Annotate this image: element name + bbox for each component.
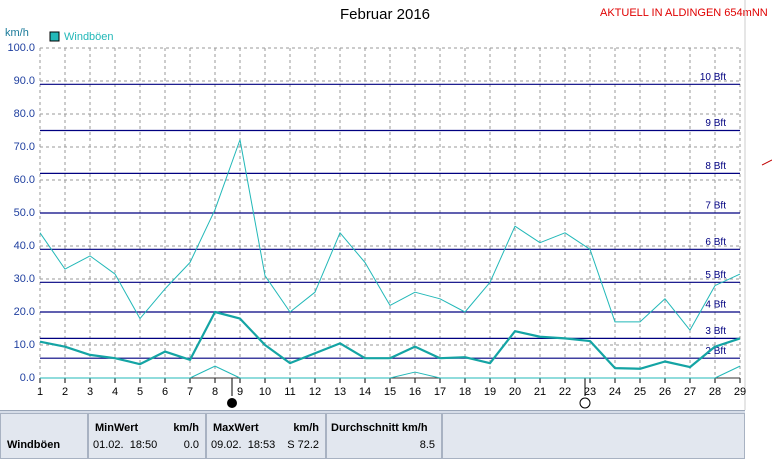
col-title: Durchschnitt km/h xyxy=(331,422,428,434)
bft-label: 3 Bft xyxy=(705,326,726,337)
row-label: Windböen xyxy=(7,439,61,451)
series-line xyxy=(40,365,741,379)
x-tick-label: 14 xyxy=(359,386,371,398)
summary-table: Windböen MinWert km/h 01.02. 18:50 0.0 M… xyxy=(0,410,745,459)
y-tick-label: 50.0 xyxy=(14,207,35,219)
x-tick-label: 1 xyxy=(37,386,43,398)
x-tick-label: 28 xyxy=(709,386,721,398)
col-unit: km/h xyxy=(173,422,199,434)
x-tick-label: 5 xyxy=(137,386,143,398)
x-tick-label: 6 xyxy=(162,386,168,398)
avg-cell: Durchschnitt km/h 8.5 xyxy=(326,413,442,459)
chart-title: Februar 2016 xyxy=(340,6,430,23)
y-tick-label: 30.0 xyxy=(14,273,35,285)
series-line xyxy=(39,310,741,370)
chart: Februar 2016 AKTUELL IN ALDINGEN 654mNN … xyxy=(5,0,772,410)
x-tick-label: 23 xyxy=(584,386,596,398)
cell-value: S 72.2 xyxy=(287,439,319,451)
x-tick-label: 10 xyxy=(259,386,271,398)
y-tick-label: 60.0 xyxy=(14,174,35,186)
cell-time: 01.02. 18:50 xyxy=(93,439,158,451)
x-tick-label: 19 xyxy=(484,386,496,398)
moon-full-icon xyxy=(227,398,237,408)
y-tick-label: 40.0 xyxy=(14,240,35,252)
x-tick-label: 8 xyxy=(212,386,218,398)
legend-swatch xyxy=(49,31,60,42)
row-cell: Windböen xyxy=(0,413,88,459)
bft-label: 2 Bft xyxy=(705,346,726,357)
bft-label: 5 Bft xyxy=(705,270,726,281)
legend-label: Windböen xyxy=(64,31,114,43)
cell-value: 8.5 xyxy=(419,439,435,451)
y-tick-label: 90.0 xyxy=(14,75,35,87)
x-tick-label: 18 xyxy=(459,386,471,398)
x-tick-label: 29 xyxy=(734,386,746,398)
x-tick-label: 25 xyxy=(634,386,646,398)
x-tick-label: 24 xyxy=(609,386,621,398)
x-tick-label: 9 xyxy=(237,386,243,398)
x-tick-label: 22 xyxy=(559,386,571,398)
bft-label: 9 Bft xyxy=(705,118,726,129)
x-tick-label: 11 xyxy=(284,386,295,398)
x-tick-label: 2 xyxy=(62,386,68,398)
side-mark xyxy=(761,159,772,166)
y-tick-label: 20.0 xyxy=(14,306,35,318)
bft-label: 4 Bft xyxy=(705,300,726,311)
y-tick-label: 70.0 xyxy=(14,141,35,153)
x-tick-label: 4 xyxy=(112,386,118,398)
x-tick-label: 3 xyxy=(87,386,93,398)
cell-time: 09.02. 18:53 xyxy=(211,439,276,451)
y-tick-label: 10.0 xyxy=(14,339,35,351)
x-tick-label: 20 xyxy=(509,386,521,398)
y-tick-label: 80.0 xyxy=(14,108,35,120)
moon-new-icon xyxy=(579,397,591,409)
empty-cell xyxy=(442,413,745,459)
x-tick-label: 13 xyxy=(334,386,346,398)
series-line xyxy=(39,139,741,331)
col-title: MinWert xyxy=(95,422,139,434)
cell-value: 0.0 xyxy=(183,439,199,451)
x-tick-label: 15 xyxy=(384,386,396,398)
x-tick-label: 7 xyxy=(187,386,193,398)
bft-label: 7 Bft xyxy=(705,201,726,212)
station-label: AKTUELL IN ALDINGEN 654mNN xyxy=(600,7,768,19)
y-tick-label: 0.0 xyxy=(20,372,35,384)
y-tick-label: 100.0 xyxy=(7,42,35,54)
x-tick-label: 17 xyxy=(434,386,446,398)
x-tick-label: 26 xyxy=(659,386,671,398)
col-title: MaxWert xyxy=(213,422,259,434)
bft-label: 8 Bft xyxy=(705,161,726,172)
col-unit: km/h xyxy=(293,422,319,434)
x-tick-label: 16 xyxy=(409,386,421,398)
x-tick-label: 21 xyxy=(534,386,546,398)
x-tick-label: 27 xyxy=(684,386,696,398)
min-cell: MinWert km/h 01.02. 18:50 0.0 xyxy=(88,413,206,459)
bft-label: 6 Bft xyxy=(705,237,726,248)
y-axis-label: km/h xyxy=(5,27,29,39)
x-tick-label: 12 xyxy=(309,386,321,398)
bft-label: 10 Bft xyxy=(700,72,726,83)
max-cell: MaxWert km/h 09.02. 18:53 S 72.2 xyxy=(206,413,326,459)
